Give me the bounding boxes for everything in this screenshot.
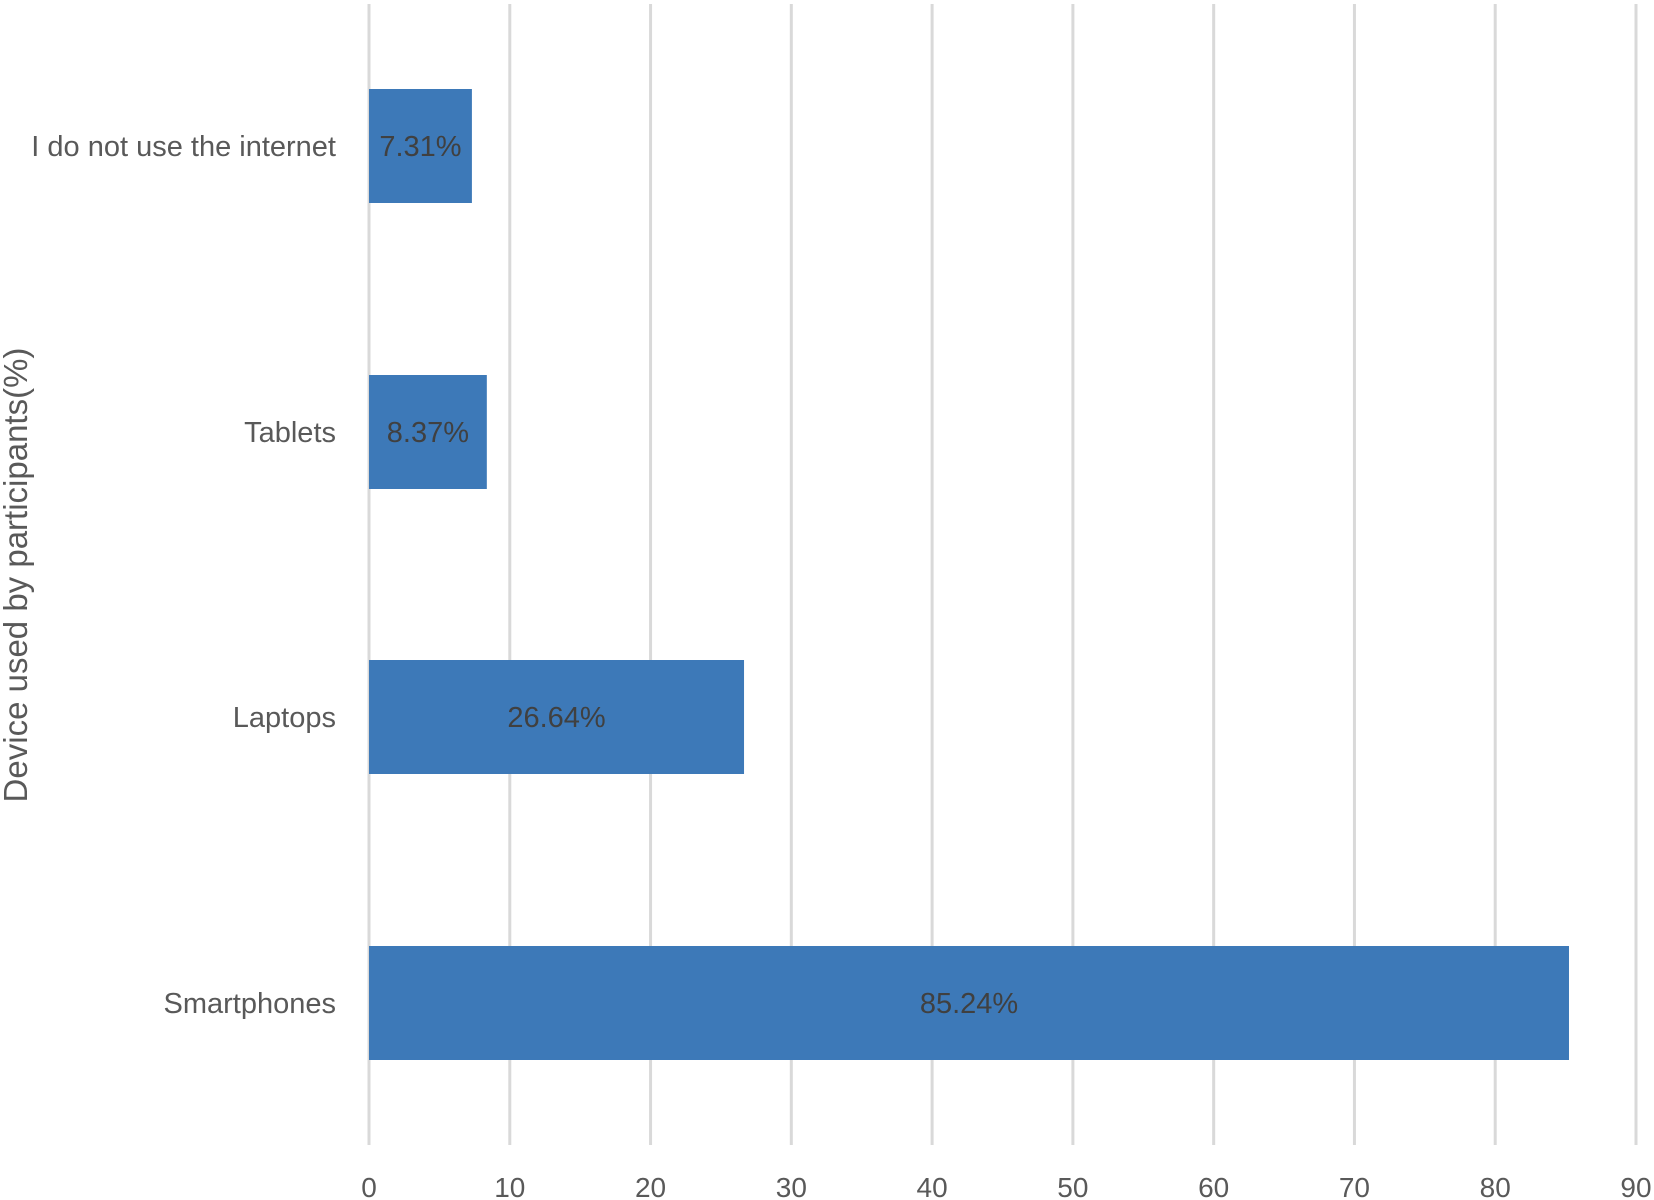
x-tick-label: 70	[1339, 1172, 1370, 1200]
category-label: I do not use the internet	[31, 131, 336, 163]
data-label: 26.64%	[507, 702, 605, 734]
x-tick-label: 30	[776, 1172, 807, 1200]
x-tick-label: 50	[1057, 1172, 1088, 1200]
y-axis-title: Device used by participants(%)	[0, 348, 34, 803]
category-label: Smartphones	[164, 988, 337, 1020]
gridlines	[367, 4, 1638, 1145]
x-tick-label: 40	[917, 1172, 948, 1200]
bar	[369, 375, 487, 489]
category-label: Tablets	[244, 417, 336, 449]
category-labels: I do not use the internet Tablets Laptops S…	[31, 131, 336, 1020]
data-labels: 7.31% 8.37% 26.64% 85.24%	[379, 131, 1018, 1020]
bar	[369, 660, 745, 774]
data-label: 8.37%	[387, 417, 469, 449]
bars	[369, 89, 1569, 1060]
x-tick-label: 90	[1620, 1172, 1651, 1200]
x-tick-label: 0	[361, 1172, 377, 1200]
x-tick-label: 80	[1480, 1172, 1511, 1200]
category-label: Laptops	[233, 702, 336, 734]
bar	[369, 89, 472, 203]
x-tick-label: 10	[494, 1172, 525, 1200]
x-tick-label: 20	[635, 1172, 666, 1200]
data-label: 7.31%	[379, 131, 461, 163]
x-tick-label: 60	[1198, 1172, 1229, 1200]
data-label: 85.24%	[920, 988, 1018, 1020]
bar	[369, 946, 1569, 1060]
x-tick-labels: 0 10 20 30 40 50 60 70 80 90	[361, 1172, 1651, 1200]
